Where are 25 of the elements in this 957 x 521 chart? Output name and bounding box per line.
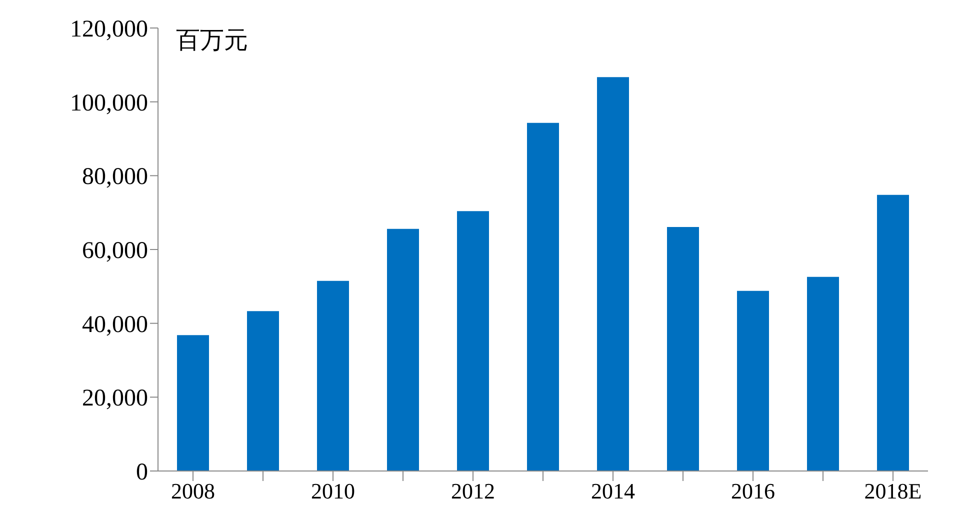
y-tick-label: 120,000 xyxy=(70,16,148,43)
y-tick-label: 40,000 xyxy=(82,312,148,338)
x-tick-label: 2008 xyxy=(171,478,215,504)
bar xyxy=(807,276,839,471)
y-tick-label: 60,000 xyxy=(82,238,148,264)
bar xyxy=(527,122,559,471)
y-axis-title: 百万元 xyxy=(176,25,248,56)
x-tick-label: 2016 xyxy=(731,478,775,504)
bar xyxy=(247,311,279,471)
bar xyxy=(877,194,909,471)
y-tick-label: 100,000 xyxy=(70,90,148,116)
bar xyxy=(317,280,349,471)
bar xyxy=(667,226,699,471)
bar xyxy=(457,211,489,471)
bar xyxy=(737,290,769,471)
y-tick-label: 0 xyxy=(136,460,148,486)
bar xyxy=(177,335,209,471)
x-tick-label: 2014 xyxy=(591,478,635,504)
bar xyxy=(387,228,419,471)
x-tick-label: 2010 xyxy=(311,478,355,504)
y-tick-label: 20,000 xyxy=(82,386,148,412)
x-tick-label: 2012 xyxy=(451,478,495,504)
y-tick-label: 80,000 xyxy=(82,164,148,190)
x-tick-label: 2018E xyxy=(864,478,922,504)
bar xyxy=(597,77,629,471)
